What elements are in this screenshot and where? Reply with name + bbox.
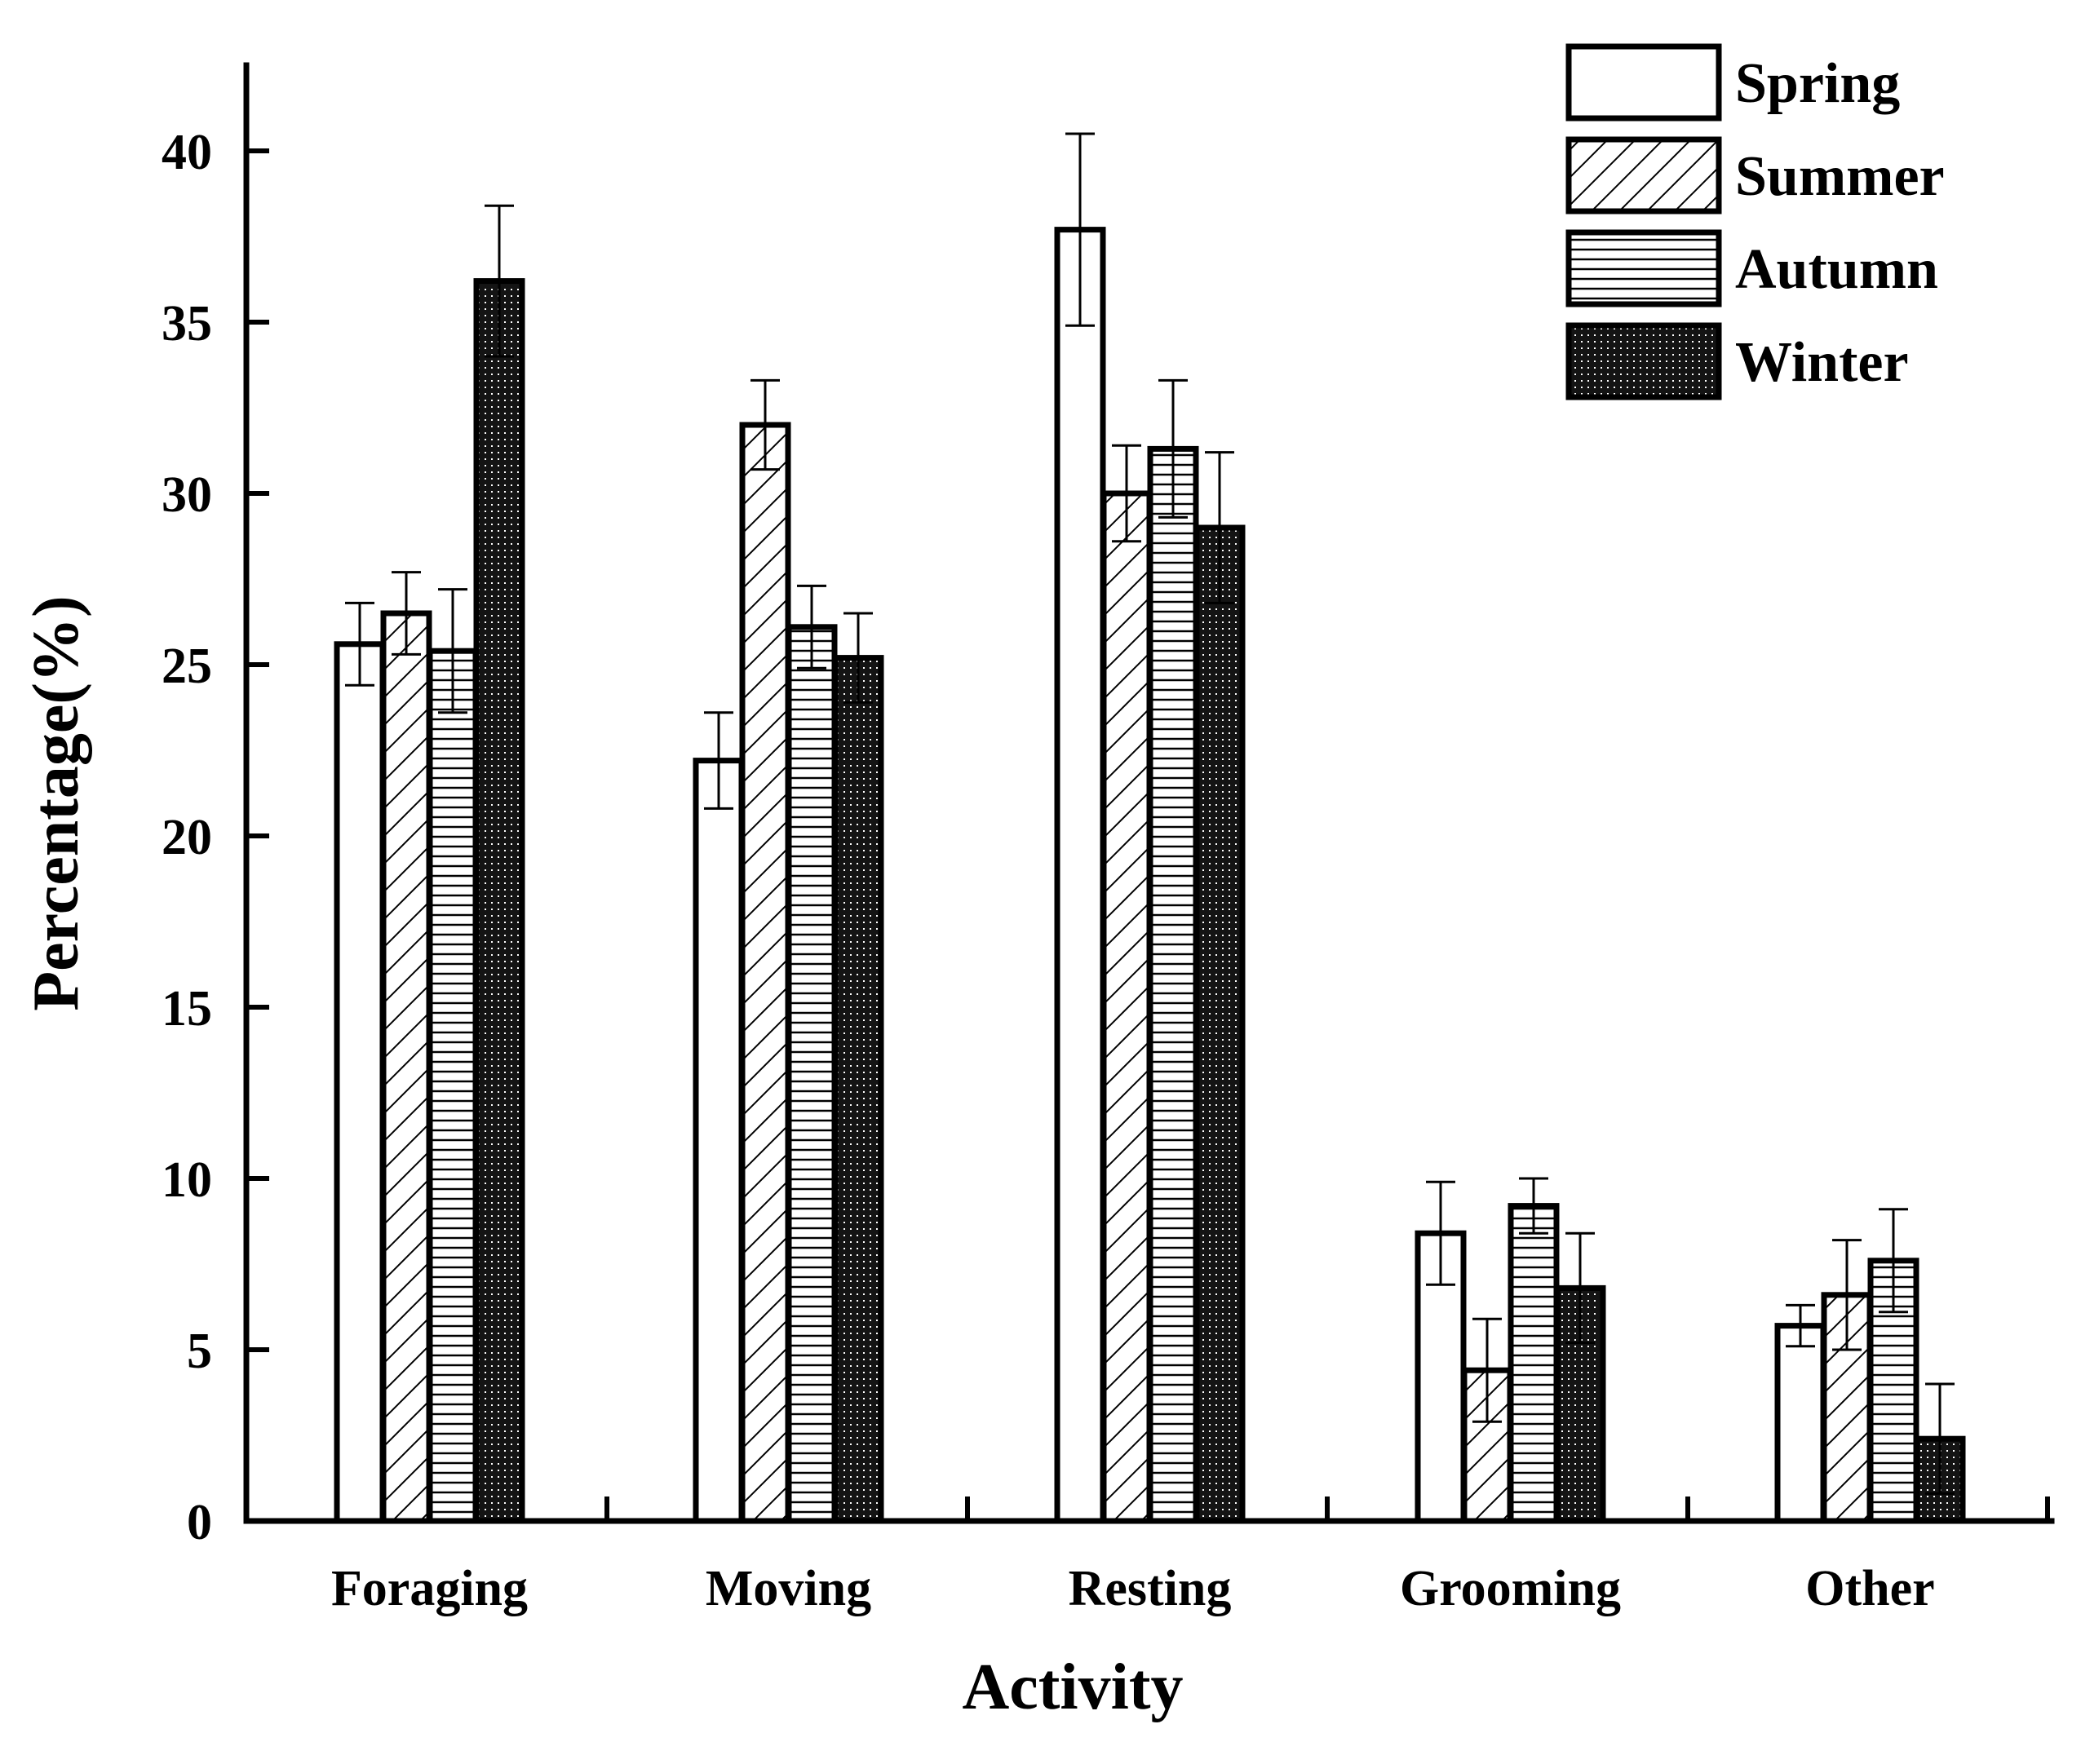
error-bar-summer-moving <box>750 378 780 471</box>
bar-summer-foraging <box>380 610 432 1524</box>
error-bar-autumn-other <box>1879 1208 1908 1314</box>
legend-label: Spring <box>1735 52 1900 115</box>
error-bar-autumn-moving <box>797 584 826 670</box>
bar-winter-resting <box>1193 524 1246 1524</box>
bar-autumn-grooming <box>1508 1203 1560 1524</box>
legend-label: Summer <box>1735 145 1945 208</box>
legend: Spring Summer Autumn Winter <box>1565 43 1945 400</box>
bar-series-group <box>334 227 1966 1524</box>
error-bar-winter-other <box>1925 1382 1955 1495</box>
legend-item-spring: Spring <box>1565 43 1900 122</box>
legend-swatch <box>1565 322 1722 400</box>
y-axis-ticks: 0 5 10 15 20 25 30 35 40 <box>162 125 269 1550</box>
x-axis-ticks: Foraging Moving Resting Grooming Other <box>331 1497 2050 1616</box>
bar-spring-resting <box>1054 227 1106 1524</box>
x-category-label: Other <box>1805 1561 1934 1616</box>
error-bar-summer-resting <box>1112 444 1141 543</box>
y-tick-label: 35 <box>162 296 212 351</box>
bar-summer-moving <box>739 422 791 1524</box>
y-axis-title: Percentage(%) <box>20 595 92 1010</box>
error-bar-summer-other <box>1832 1239 1862 1351</box>
error-bar-winter-resting <box>1205 451 1234 604</box>
y-tick-label: 15 <box>162 981 212 1037</box>
bar-spring-foraging <box>334 641 386 1524</box>
x-axis-title: Activity <box>962 1651 1183 1723</box>
bar-autumn-foraging <box>427 648 479 1524</box>
legend-item-summer: Summer <box>1565 136 1945 214</box>
legend-label: Autumn <box>1735 238 1938 301</box>
x-category-label: Resting <box>1069 1561 1232 1616</box>
legend-item-autumn: Autumn <box>1565 229 1938 307</box>
legend-label: Winter <box>1735 331 1909 394</box>
error-bar-spring-foraging <box>345 601 374 687</box>
legend-swatch <box>1565 43 1722 122</box>
x-category-label: Grooming <box>1400 1561 1621 1616</box>
error-bar-winter-foraging <box>485 204 514 358</box>
y-tick-label: 0 <box>187 1495 212 1550</box>
legend-swatch <box>1565 229 1722 307</box>
axes-lines <box>243 62 2055 1524</box>
y-tick-label: 40 <box>162 125 212 180</box>
y-tick-label: 10 <box>162 1152 212 1208</box>
bar-spring-moving <box>693 758 745 1524</box>
x-category-label: Foraging <box>331 1561 528 1616</box>
bar-spring-other <box>1774 1323 1826 1524</box>
error-bar-autumn-resting <box>1158 378 1188 519</box>
y-tick-label: 20 <box>162 810 212 865</box>
y-tick-label: 25 <box>162 639 212 694</box>
error-bar-spring-grooming <box>1426 1180 1455 1286</box>
bar-winter-foraging <box>473 278 525 1524</box>
bar-autumn-resting <box>1147 445 1199 1524</box>
error-bar-summer-grooming <box>1472 1317 1502 1423</box>
y-tick-label: 5 <box>187 1324 212 1379</box>
bar-winter-moving <box>832 655 884 1524</box>
error-bar-spring-other <box>1786 1303 1815 1348</box>
error-bar-autumn-foraging <box>438 588 467 714</box>
error-bar-winter-moving <box>843 612 873 704</box>
error-bar-spring-resting <box>1065 132 1095 327</box>
error-bar-summer-foraging <box>392 571 421 656</box>
error-bar-autumn-grooming <box>1519 1177 1548 1235</box>
legend-item-winter: Winter <box>1565 322 1909 400</box>
y-tick-label: 30 <box>162 467 212 523</box>
error-bar-spring-moving <box>704 711 733 810</box>
bar-autumn-moving <box>786 624 838 1524</box>
error-bar-winter-grooming <box>1565 1231 1595 1345</box>
error-bar-group <box>345 132 1955 1495</box>
bar-summer-resting <box>1100 490 1153 1524</box>
legend-swatch <box>1565 136 1722 214</box>
x-category-label: Moving <box>706 1561 871 1616</box>
